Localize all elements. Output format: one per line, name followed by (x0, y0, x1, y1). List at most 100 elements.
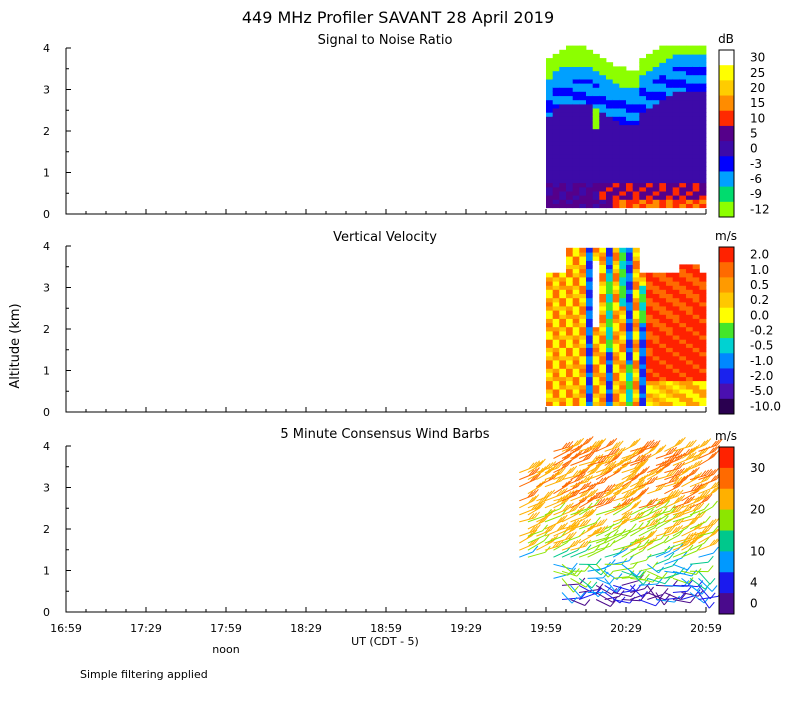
heatmap-cell (593, 174, 600, 179)
heatmap-cell (699, 289, 706, 294)
wind-barb-shaft (605, 578, 616, 592)
x-tick-label: 20:59 (690, 622, 722, 635)
heatmap-cell (699, 95, 706, 100)
heatmap-cell (693, 187, 700, 192)
heatmap-cell (606, 116, 613, 121)
heatmap-cell (653, 187, 660, 192)
heatmap-cell (613, 389, 620, 394)
heatmap-cell (599, 162, 606, 167)
heatmap-cell (579, 273, 586, 278)
heatmap-cell (573, 133, 580, 138)
heatmap-cell (679, 352, 686, 357)
heatmap-cell (693, 393, 700, 398)
heatmap-cell (673, 95, 680, 100)
heatmap-cell (653, 183, 660, 188)
heatmap-cell (619, 199, 626, 204)
heatmap-cell (599, 166, 606, 171)
heatmap-cell (579, 66, 586, 71)
heatmap-cell (666, 277, 673, 282)
heatmap-cell (613, 183, 620, 188)
heatmap-cell (619, 108, 626, 113)
heatmap-cell (666, 83, 673, 88)
heatmap-cell (653, 381, 660, 386)
heatmap-cell (619, 133, 626, 138)
heatmap-cell (679, 273, 686, 278)
y-tick-label: 3 (43, 282, 50, 295)
heatmap-cell (659, 104, 666, 109)
heatmap-cell (653, 100, 660, 105)
heatmap-cell (553, 145, 560, 150)
heatmap-cell (693, 137, 700, 142)
heatmap-cell (546, 178, 553, 183)
heatmap-cell (653, 116, 660, 121)
heatmap-cell (586, 281, 593, 286)
heatmap-cell (673, 195, 680, 200)
heatmap-cell (593, 289, 600, 294)
heatmap-cell (679, 133, 686, 138)
wind-barb-feather (596, 559, 601, 565)
heatmap-cell (653, 281, 660, 286)
heatmap-cell (659, 133, 666, 138)
heatmap-cell (633, 116, 640, 121)
heatmap-cell (599, 356, 606, 361)
heatmap-cell (606, 389, 613, 394)
heatmap-cell (673, 298, 680, 303)
heatmap-cell (613, 260, 620, 265)
heatmap-cell (659, 162, 666, 167)
heatmap-cell (559, 137, 566, 142)
heatmap-cell (559, 58, 566, 63)
x-tick-label: 17:59 (210, 622, 242, 635)
heatmap-cell (653, 298, 660, 303)
heatmap-cell (659, 273, 666, 278)
heatmap-cell (606, 71, 613, 76)
heatmap-cell (639, 116, 646, 121)
heatmap-cell (606, 352, 613, 357)
heatmap-cell (566, 71, 573, 76)
heatmap-cell (693, 281, 700, 286)
heatmap-cell (639, 149, 646, 154)
heatmap-cell (666, 356, 673, 361)
heatmap-cell (673, 62, 680, 67)
heatmap-cell (613, 277, 620, 282)
heatmap-cell (559, 327, 566, 332)
colorbar-swatch (719, 50, 734, 66)
heatmap-cell (666, 381, 673, 386)
heatmap-cell (599, 158, 606, 163)
heatmap-cell (659, 116, 666, 121)
heatmap-cell (566, 66, 573, 71)
heatmap-cell (599, 100, 606, 105)
heatmap-cell (653, 79, 660, 84)
heatmap-cell (566, 112, 573, 117)
heatmap-cell (573, 75, 580, 80)
heatmap-cell (646, 91, 653, 96)
heatmap-cell (546, 187, 553, 192)
heatmap-cell (573, 293, 580, 298)
heatmap-cell (546, 137, 553, 142)
heatmap-cell (653, 293, 660, 298)
heatmap-cell (693, 385, 700, 390)
heatmap-cell (579, 323, 586, 328)
heatmap-cell (593, 170, 600, 175)
heatmap-cell (666, 368, 673, 373)
heatmap-cell (553, 125, 560, 130)
heatmap-cell (566, 145, 573, 150)
heatmap-cell (566, 183, 573, 188)
heatmap-cell (613, 376, 620, 381)
heatmap-cell (613, 343, 620, 348)
heatmap-cell (546, 285, 553, 290)
heatmap-cell (546, 318, 553, 323)
x-tick-label: 19:29 (450, 622, 482, 635)
heatmap-cell (619, 149, 626, 154)
wind-barb (519, 525, 540, 537)
wind-barb (656, 553, 674, 564)
heatmap-cell (573, 203, 580, 208)
heatmap-cell (633, 112, 640, 117)
heatmap-cell (639, 87, 646, 92)
wind-barb-shaft (571, 585, 581, 597)
heatmap-cell (573, 389, 580, 394)
heatmap-cell (546, 71, 553, 76)
heatmap-cell (619, 364, 626, 369)
heatmap-cell (673, 302, 680, 307)
